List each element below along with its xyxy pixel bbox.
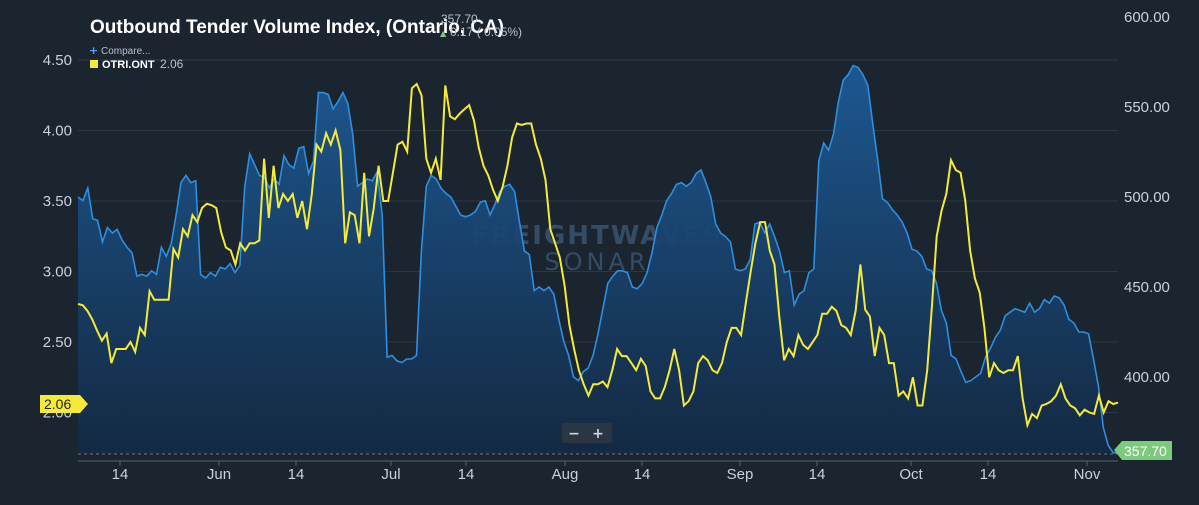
x-tick-label: Nov xyxy=(1074,466,1101,483)
right-axis-ticks: 600.00 550.00 500.00 450.00 400.00 xyxy=(1124,9,1170,386)
right-badge-text: 357.70 xyxy=(1124,443,1167,459)
right-value-badge: 357.70 xyxy=(1114,441,1172,460)
right-tick-label: 500.00 xyxy=(1124,189,1170,206)
x-tick-label: Aug xyxy=(552,466,579,483)
x-tick-label: Jun xyxy=(207,466,231,483)
x-tick-label: 14 xyxy=(112,466,129,483)
zoom-control-bg xyxy=(562,423,612,443)
x-tick-label: Oct xyxy=(899,466,923,483)
otvi-series-line[interactable] xyxy=(77,64,1119,454)
otri-series-line[interactable] xyxy=(77,82,1119,429)
right-tick-label: 550.00 xyxy=(1124,99,1170,116)
left-value-badge: 2.06 xyxy=(40,395,88,413)
zoom-out-button[interactable]: − xyxy=(568,426,580,442)
x-tick-label: Jul xyxy=(381,466,400,483)
otri-legend-label: OTRI.ONT xyxy=(102,59,155,71)
compare-button[interactable]: + Compare... xyxy=(89,44,150,57)
x-tick-label: 14 xyxy=(980,466,997,483)
left-badge-text: 2.06 xyxy=(44,396,71,412)
header-change: 0.17 ( 0.05%) xyxy=(450,25,522,39)
left-tick-label: 3.00 xyxy=(43,264,72,281)
left-badge-shape xyxy=(40,395,88,413)
otvi-area xyxy=(78,65,1118,454)
left-tick-label: 4.50 xyxy=(43,52,72,69)
header-value: 357.70 xyxy=(441,12,478,26)
otri-legend-value: 2.06 xyxy=(160,57,184,71)
otri-legend-swatch xyxy=(90,60,98,68)
left-tick-label: 3.50 xyxy=(43,193,72,210)
chart-title: Outbound Tender Volume Index, (Ontario, … xyxy=(90,17,504,38)
x-tick-label: 14 xyxy=(458,466,475,483)
x-tick-label: Sep xyxy=(727,466,754,483)
left-tick-label: 2.50 xyxy=(43,334,72,351)
x-axis-ticks: 14 Jun 14 Jul 14 Aug 14 Sep 14 Oct 14 Nov xyxy=(112,461,1101,483)
x-tick-label: 14 xyxy=(634,466,651,483)
right-tick-label: 600.00 xyxy=(1124,9,1170,26)
zoom-in-button[interactable]: + xyxy=(592,426,604,442)
compare-label: Compare... xyxy=(101,46,150,57)
plus-icon: + xyxy=(89,44,98,57)
left-tick-label: 4.00 xyxy=(43,123,72,140)
up-arrow-icon: ▲ xyxy=(440,29,447,38)
right-badge-shape xyxy=(1114,441,1172,460)
right-tick-label: 450.00 xyxy=(1124,279,1170,296)
right-tick-label: 400.00 xyxy=(1124,369,1170,386)
x-tick-label: 14 xyxy=(809,466,826,483)
zoom-control: − + xyxy=(562,423,612,443)
x-tick-label: 14 xyxy=(288,466,305,483)
